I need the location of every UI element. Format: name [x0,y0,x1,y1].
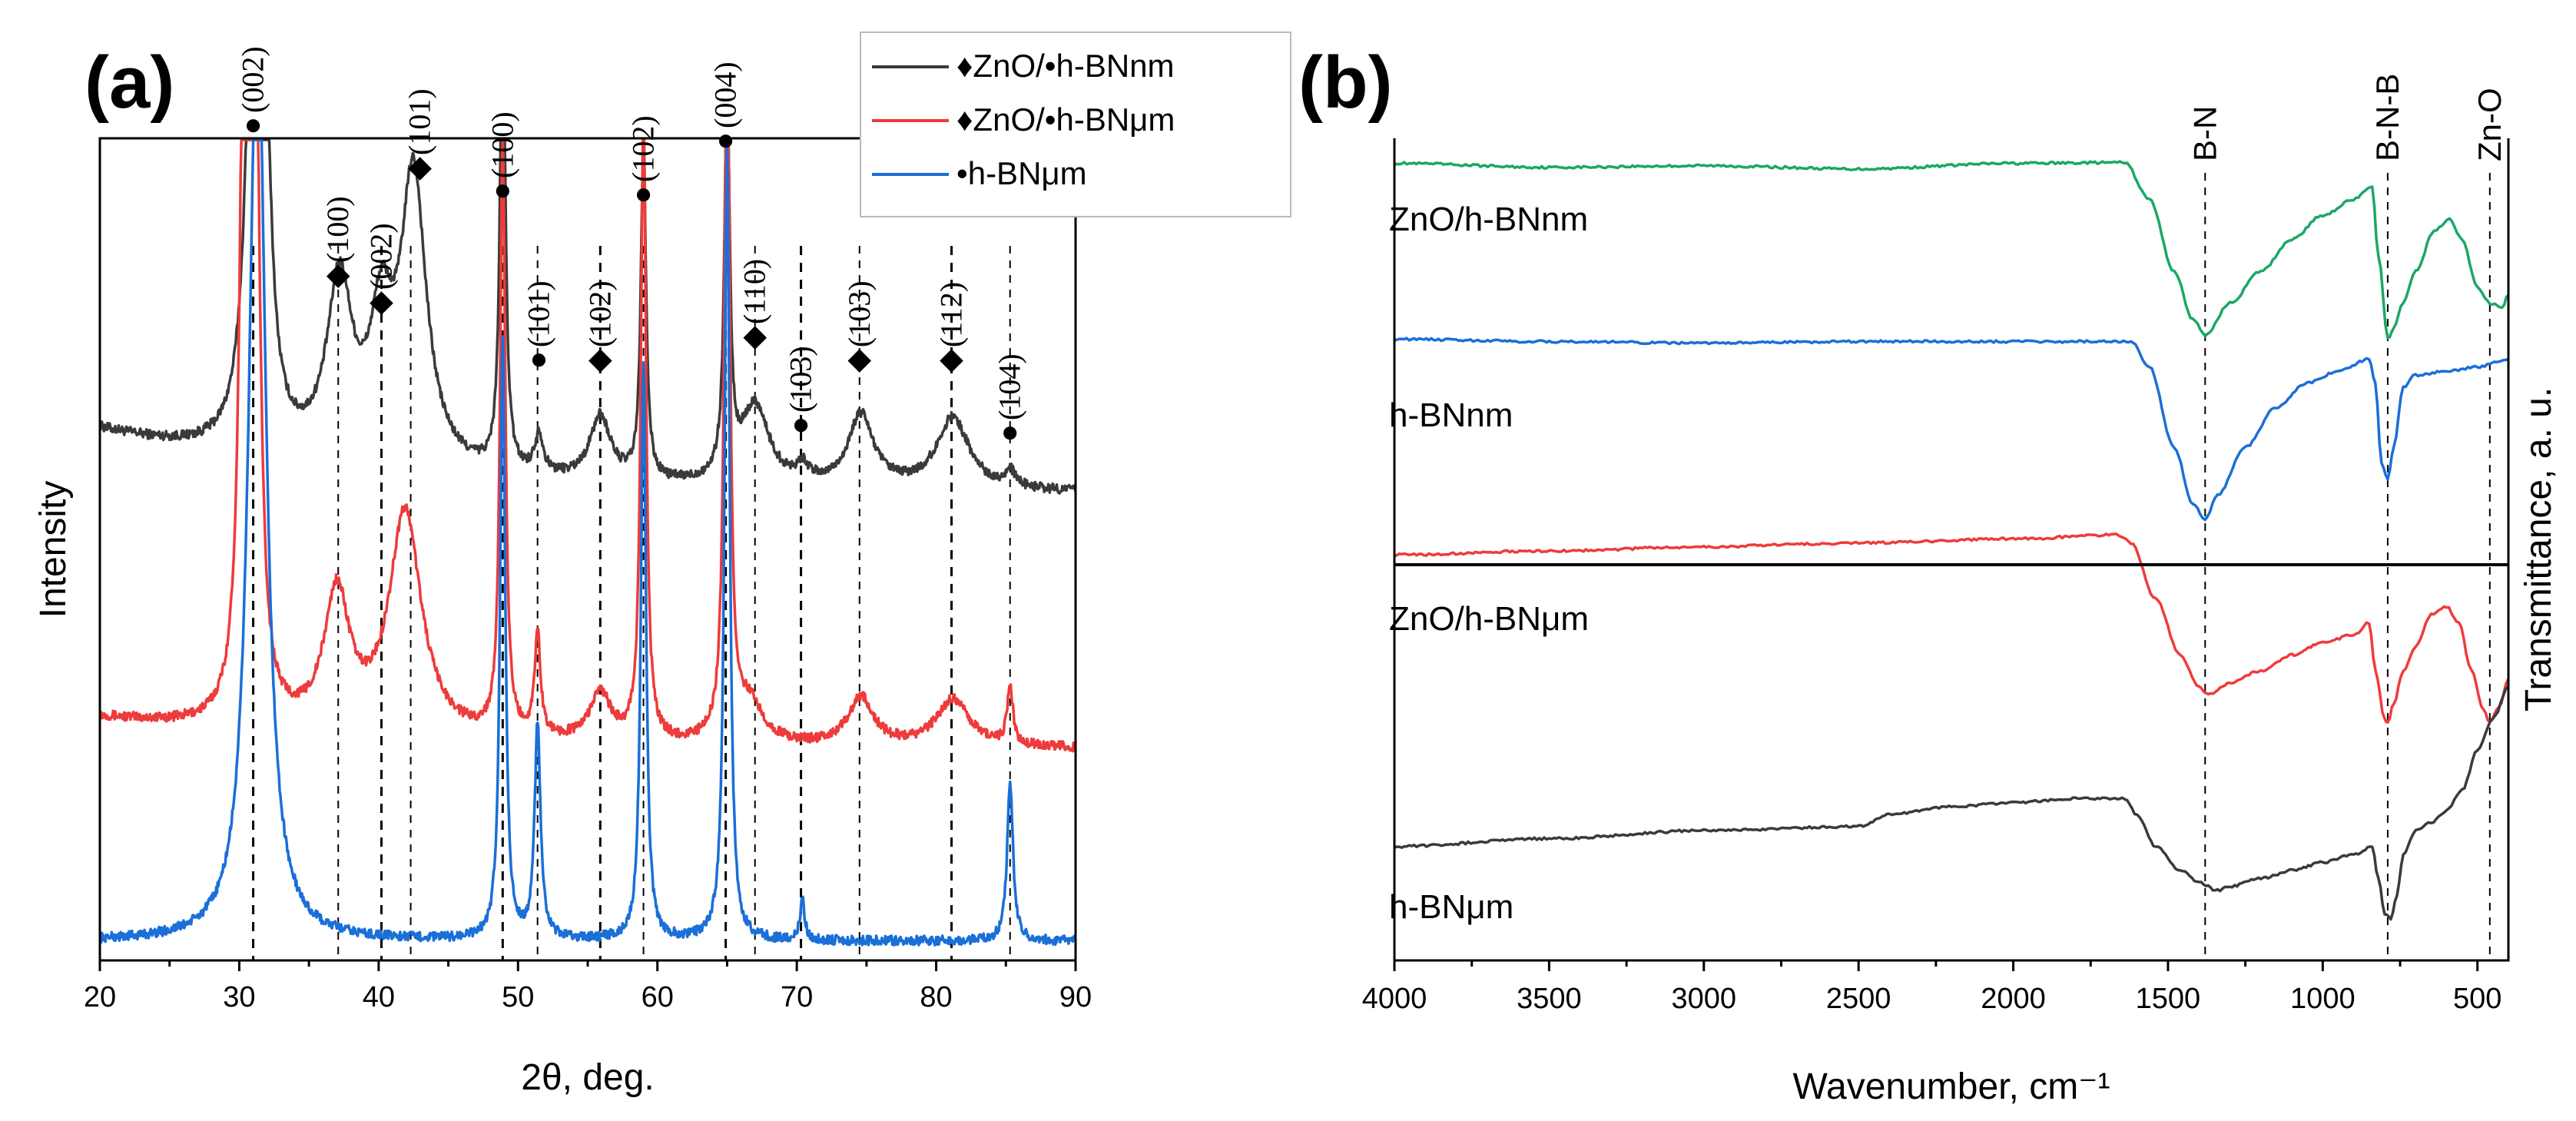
panel-b-x-ticks: 4000 3500 3000 2500 2000 1500 1000 500 [1362,960,2501,1015]
x-tick-label: 2000 [1981,983,2046,1015]
peak-index: (103) [784,346,818,413]
panel-a-reference-lines [252,246,1011,960]
peak-index: (110) [738,259,772,324]
peak-index: (100) [320,196,355,263]
panel-b-x-axis-title: Wavenumber, cm⁻¹ [1793,1066,2110,1107]
ftir-series-line [1394,532,2510,724]
peak-label: ◆(110) [738,259,772,353]
peak-label: ◆(103) [842,280,877,376]
x-tick-label: 90 [1059,981,1092,1013]
panel-a-label: (a) [85,41,174,124]
x-tick-label: 20 [84,981,116,1013]
ftir-series-label: h-BNnm [1389,396,1513,434]
ftir-series-label: ZnO/h-BNnm [1389,201,1588,238]
peak-index: (002) [363,223,398,290]
legend-entry: •h-BNμm [956,155,1087,191]
peak-marker: ● [244,107,262,141]
x-tick-label: 2500 [1826,983,1891,1015]
peak-marker: ◆ [847,341,871,376]
peak-index: (102) [626,115,661,182]
panel-b-y-axis-title: Transmittance, a. u. [2518,387,2559,711]
peak-index: (101) [403,88,437,155]
panel-b-frame [1393,138,2510,962]
panel-a-xrd-chart: (a) ●(002)◆(100)◆(002)◆(101)●(100)●(101)… [33,32,1291,1098]
x-tick-label: 40 [363,981,395,1013]
panel-a-curves [98,138,1077,947]
band-label: Zn-O [2472,88,2508,161]
peak-marker: ● [1001,414,1019,449]
x-tick-label: 50 [502,981,534,1013]
panel-a-x-axis-title: 2θ, deg. [521,1057,654,1098]
panel-b-label: (b) [1298,41,1393,124]
panel-b-curves [1394,160,2510,921]
panel-a-y-axis-title: Intensity [33,481,74,619]
xrd-series-line [98,138,1076,947]
band-label: B-N-B [2369,74,2405,161]
x-tick-label: 4000 [1362,983,1427,1015]
peak-index: (112) [934,282,969,347]
peak-marker: ◆ [370,284,393,318]
panel-b-ftir-chart: (b) B-N B-N-B Zn-O 4000 3500 3000 2500 2000 150… [1298,41,2559,1107]
panel-b-series-labels: ZnO/h-BNnm h-BNnm ZnO/h-BNμm h-BNμm [1389,201,1589,926]
x-tick-label: 1000 [2290,983,2356,1015]
peak-index: (102) [582,280,617,347]
x-tick-label: 80 [920,981,952,1013]
peak-label: ●(101) [522,280,556,376]
peak-marker: ◆ [327,257,350,291]
x-tick-label: 30 [223,981,255,1013]
peak-marker: ◆ [408,149,432,184]
peak-label: ●(104) [993,353,1027,449]
ftir-series-line [1394,160,2510,340]
ftir-series-label: ZnO/h-BNμm [1389,600,1589,638]
peak-index: (103) [842,280,877,347]
peak-marker: ◆ [940,341,963,376]
ftir-series-line [1394,685,2510,921]
peak-label: ●(100) [485,111,519,207]
ftir-series-label: h-BNμm [1389,888,1513,926]
peak-marker: ◆ [588,341,612,376]
x-tick-label: 70 [781,981,813,1013]
ftir-series-line [1394,337,2509,522]
legend-box [860,32,1291,217]
x-tick-label: 500 [2453,983,2501,1015]
x-tick-label: 3500 [1517,983,1582,1015]
peak-label: ●(102) [626,115,661,211]
peak-marker: ● [634,176,652,211]
peak-index: (100) [485,111,519,178]
peak-label: ◆(101) [403,88,437,184]
peak-label: ◆(112) [934,282,969,376]
legend-entry: ♦ZnO/•h-BNnm [956,48,1175,84]
x-tick-label: 1500 [2136,983,2201,1015]
peak-label: ◆(102) [582,280,617,376]
panel-b-band-lines: B-N B-N-B Zn-O [2186,74,2508,960]
peak-marker: ● [529,341,548,376]
peak-label: ●(002) [236,46,270,141]
panel-a-legend: ♦ZnO/•h-BNnm ♦ZnO/•h-BNμm •h-BNμm [860,32,1291,217]
x-tick-label: 60 [642,981,674,1013]
peak-label: ◆(002) [363,223,398,318]
peak-marker: ● [791,406,810,441]
panel-a-x-ticks: 20 30 40 50 60 70 80 90 [84,960,1092,1013]
peak-index: (002) [236,46,270,113]
peak-label: ●(004) [708,61,743,157]
peak-index: (101) [522,280,556,347]
peak-marker: ● [493,172,512,207]
band-label: B-N [2186,106,2223,161]
peak-index: (104) [993,353,1027,420]
peak-label: ◆(100) [320,196,355,291]
xrd-series-line [98,138,1077,753]
x-tick-label: 3000 [1672,983,1737,1015]
peak-label: ●(103) [784,346,818,441]
peak-marker: ◆ [743,318,767,353]
peak-index: (004) [708,61,743,128]
legend-entry: ♦ZnO/•h-BNμm [956,101,1175,138]
panel-a-peak-labels: ●(002)◆(100)◆(002)◆(101)●(100)●(101)◆(10… [236,46,1027,449]
